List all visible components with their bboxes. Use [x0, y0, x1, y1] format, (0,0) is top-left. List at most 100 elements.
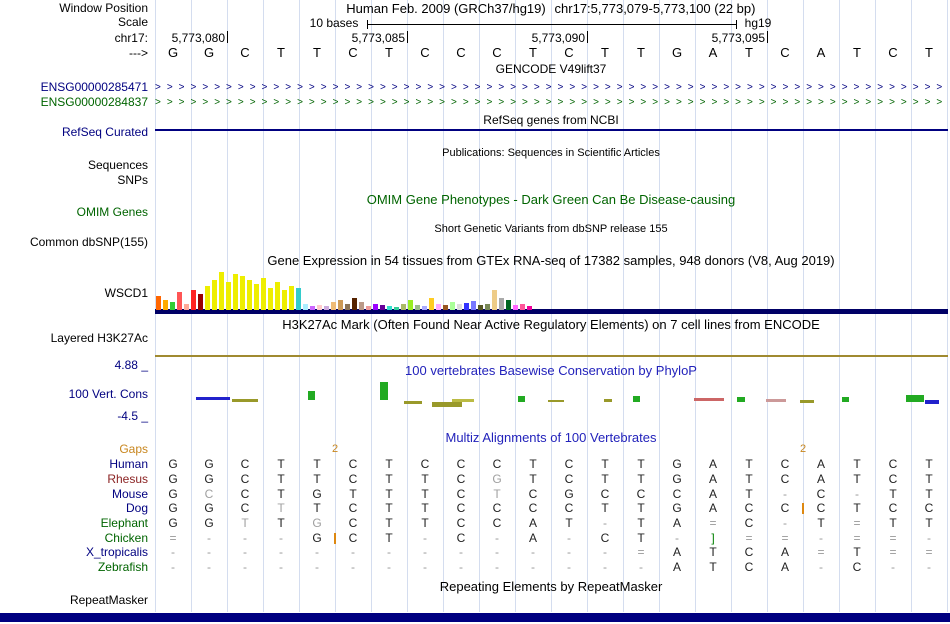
align-base: T	[925, 487, 933, 501]
base: G	[671, 45, 683, 60]
title-scale-value: 10 bases	[309, 16, 359, 30]
align-base: C	[744, 545, 754, 559]
title-assembly: Human Feb. 2009 (GRCh37/hg19)	[346, 1, 546, 16]
align-base: G	[312, 516, 322, 530]
align-base: T	[277, 457, 285, 471]
align-base: T	[853, 501, 861, 515]
align-base: T	[889, 487, 897, 501]
coord-label: 5,773,080	[171, 31, 225, 45]
align-base: T	[385, 501, 393, 515]
gtex-bar	[163, 300, 168, 310]
refseq-track-line[interactable]	[155, 129, 948, 131]
gtex-bar	[205, 286, 210, 310]
align-base: C	[780, 457, 790, 471]
align-base: A	[528, 516, 537, 530]
label-gene-ensg00000285471[interactable]: ENSG00000285471	[40, 80, 148, 94]
gtex-gene-line[interactable]	[155, 309, 948, 314]
align-base: -	[315, 545, 319, 559]
align-base: A	[672, 560, 681, 574]
coord-tick	[767, 31, 768, 43]
gtex-bar	[359, 302, 364, 310]
label-vert-cons[interactable]: 100 Vert. Cons	[68, 387, 148, 401]
align-base: -	[207, 531, 211, 545]
grid-line	[839, 0, 840, 612]
label-chrom: chr17:	[114, 31, 148, 45]
species-label-elephant[interactable]: Elephant	[100, 516, 148, 530]
title-gtex: Gene Expression in 54 tissues from GTEx …	[267, 253, 835, 268]
phylop-mark	[766, 399, 786, 402]
align-base: C	[816, 487, 826, 501]
gtex-bar	[394, 307, 399, 310]
align-base: G	[312, 531, 322, 545]
gtex-bar	[429, 298, 434, 310]
align-base: -	[855, 487, 859, 501]
species-label-rhesus[interactable]: Rhesus	[107, 472, 148, 486]
align-base: ]	[711, 531, 715, 545]
label-gtex-gene[interactable]: WSCD1	[104, 286, 148, 300]
align-base: T	[925, 516, 933, 530]
gtex-bar	[338, 300, 343, 310]
align-base: C	[852, 560, 862, 574]
base: C	[456, 45, 466, 60]
gtex-bar	[170, 302, 175, 310]
phylop-mark	[694, 398, 724, 401]
species-label-chicken[interactable]: Chicken	[104, 531, 148, 545]
base: C	[348, 45, 358, 60]
gene-arrows-ENSG00000285471[interactable]: >>>>>>>>>>>>>>>>>>>>>>>>>>>>>>>>>>>>>>>>…	[155, 82, 948, 93]
align-base: G	[204, 457, 214, 471]
gtex-bar	[261, 278, 266, 310]
align-base: -	[207, 545, 211, 559]
title-position: chr17:5,773,079-5,773,100 (22 bp)	[554, 1, 756, 16]
label-strand: --->	[129, 46, 148, 60]
species-label-zebrafish[interactable]: Zebrafish	[97, 560, 148, 574]
align-base: C	[456, 457, 466, 471]
align-base: -	[603, 516, 607, 530]
label-gaps: Gaps	[119, 442, 148, 456]
gap-size: 2	[331, 443, 339, 455]
label-snps[interactable]: SNPs	[117, 173, 148, 187]
insert-marker	[334, 533, 336, 544]
gtex-bar	[177, 292, 182, 310]
base: T	[601, 45, 609, 60]
align-base: T	[637, 516, 645, 530]
phylop-mark	[518, 396, 525, 402]
align-base: G	[672, 472, 682, 486]
label-scale: Scale	[117, 15, 148, 29]
base: G	[167, 45, 179, 60]
align-base: T	[853, 545, 861, 559]
label-refseq-curated[interactable]: RefSeq Curated	[61, 125, 148, 139]
align-base: =	[169, 531, 177, 545]
gtex-bar	[254, 284, 259, 310]
label-layered-h3k27ac[interactable]: Layered H3K27Ac	[50, 331, 148, 345]
align-base: -	[171, 545, 175, 559]
align-base: -	[279, 545, 283, 559]
align-base: -	[783, 487, 787, 501]
species-label-mouse[interactable]: Mouse	[111, 487, 148, 501]
gene-arrows-ENSG00000284837[interactable]: >>>>>>>>>>>>>>>>>>>>>>>>>>>>>>>>>>>>>>>>…	[155, 97, 948, 108]
align-base: -	[243, 560, 247, 574]
label-omim-genes[interactable]: OMIM Genes	[76, 205, 148, 219]
gtex-bar	[317, 305, 322, 310]
align-base: T	[529, 472, 537, 486]
grid-line	[551, 0, 552, 612]
label-gene-ensg00000284837[interactable]: ENSG00000284837	[40, 95, 148, 109]
title-gencode: GENCODE V49lift37	[495, 62, 607, 76]
align-base: -	[423, 545, 427, 559]
align-base: =	[745, 531, 753, 545]
species-label-dog[interactable]: Dog	[125, 501, 148, 515]
label-repeatmasker[interactable]: RepeatMasker	[69, 593, 148, 607]
species-label-x_tropicalis[interactable]: X_tropicalis	[85, 545, 148, 559]
align-base: A	[708, 487, 717, 501]
species-label-human[interactable]: Human	[109, 457, 148, 471]
label-sequences[interactable]: Sequences	[87, 158, 148, 172]
phylop-mark	[380, 382, 388, 400]
align-base: T	[277, 487, 285, 501]
align-base: C	[564, 472, 574, 486]
gtex-bar	[492, 290, 497, 310]
align-base: T	[421, 487, 429, 501]
align-base: T	[853, 457, 861, 471]
coord-tick	[227, 31, 228, 43]
align-base: C	[564, 457, 574, 471]
label-common-dbsnp[interactable]: Common dbSNP(155)	[29, 235, 148, 249]
